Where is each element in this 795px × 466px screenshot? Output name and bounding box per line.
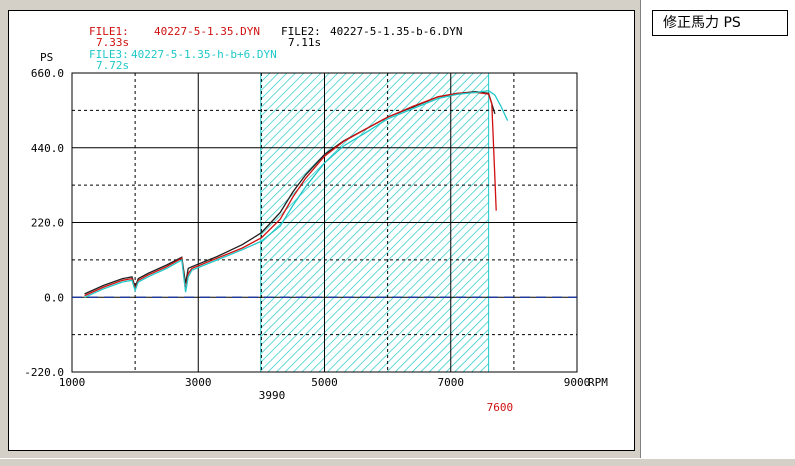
legend-file3-name: FILE3: [89,48,129,61]
legend-file1-time: 7.33s [96,36,129,49]
x-tick-label: 1000 [59,376,86,389]
legend-file1-file: 40227-5-1.35.DYN [154,25,260,38]
legend-file2-time: 7.11s [288,36,321,49]
band-start-label: 3990 [259,389,286,402]
x-tick-label: 7000 [438,376,465,389]
band-end-label: 7600 [487,401,514,414]
x-axis-label: RPM [588,376,608,389]
y-tick-label: 660.0 [31,67,64,80]
legend-file2-name: FILE2: [281,25,321,38]
y-tick-label: 440.0 [31,142,64,155]
series-line-3 [84,90,509,298]
legend-file2-file: 40227-5-1.35-b-6.DYN [330,25,462,38]
y-tick-label: 0.0 [44,291,64,304]
legend-file1-name: FILE1: [89,25,129,38]
series-layer [84,90,509,298]
side-panel: 修正馬力 PS [640,0,795,460]
unit-label-box: 修正馬力 PS [652,10,788,36]
x-tick-label: 9000 [564,376,591,389]
x-tick-label: 5000 [311,376,338,389]
grid-layer [71,72,578,373]
legend-file3-file: 40227-5-1.35-h-b+6.DYN [131,48,277,61]
status-bar [0,458,795,466]
legend-file3-time: 7.72s [96,59,129,72]
y-axis-label: PS [40,51,53,64]
x-tick-label: 3000 [185,376,212,389]
y-tick-label: 220.0 [31,217,64,230]
y-tick-label: -220.0 [24,366,64,379]
power-chart: FILE1: 40227-5-1.35.DYN 7.33s FILE2: 402… [24,25,608,414]
plot-panel: FILE1: 40227-5-1.35.DYN 7.33s FILE2: 402… [8,10,635,451]
